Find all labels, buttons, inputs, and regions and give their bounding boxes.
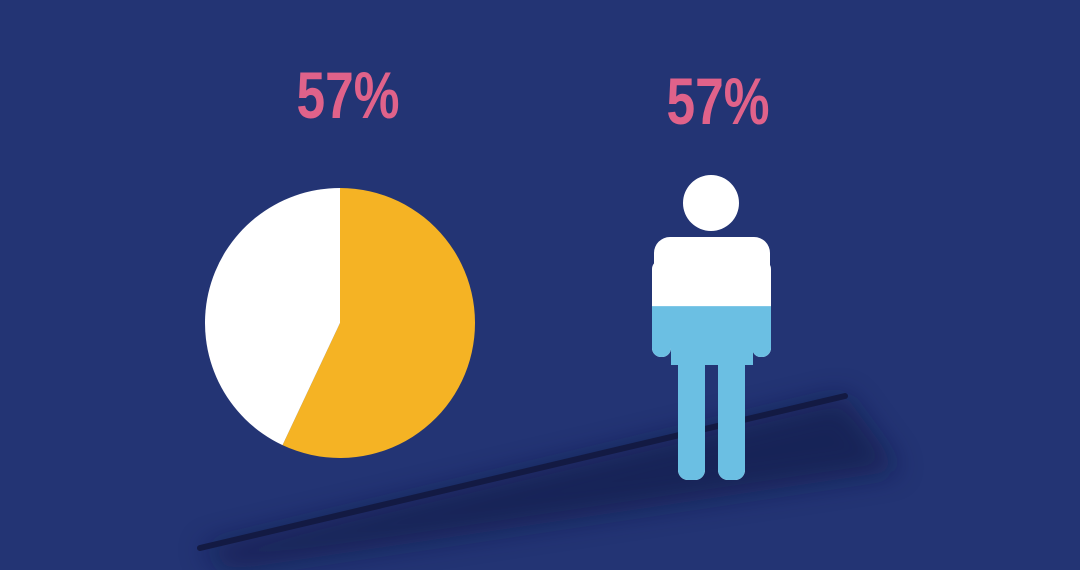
percent-label: 57% [296,58,399,133]
pie-slice [282,188,475,458]
pie-chart: 57% [205,58,475,458]
percent-label: 57% [666,64,769,139]
pie-slice [205,188,340,446]
